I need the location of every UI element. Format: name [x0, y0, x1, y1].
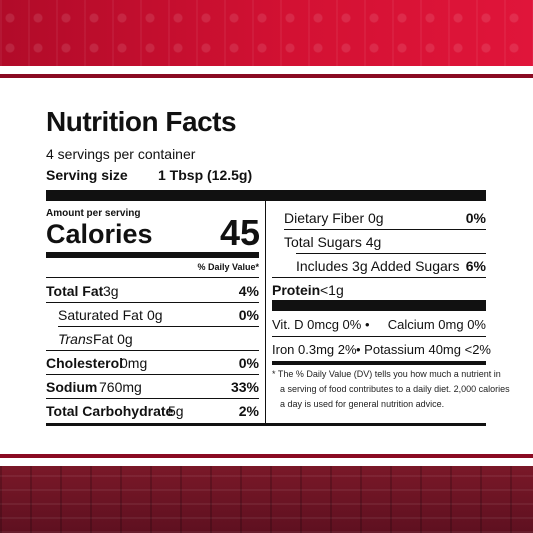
nutrient-name: Total Carbohydrate — [46, 403, 174, 419]
calories-label: Calories — [46, 219, 153, 249]
divider — [46, 302, 259, 303]
divider — [272, 336, 486, 337]
bottom-bar — [46, 423, 486, 426]
nutrient-amount: 0g — [147, 307, 163, 323]
servings-per-container: 4 servings per container — [46, 146, 196, 162]
nutrient-name: Cholesterol — [46, 355, 124, 371]
footnote-line-3: a day is used for general nutrition advi… — [280, 399, 445, 409]
calories-bar — [46, 252, 259, 258]
top-decorative-band — [0, 0, 533, 66]
thick-bar — [272, 300, 486, 311]
vitamin-left: Vit. D 0mcg 0% • — [272, 317, 370, 332]
nutrient-dv: 0% — [238, 307, 259, 323]
nutrient-amount: 760mg — [99, 379, 142, 395]
thick-bar — [46, 190, 486, 201]
serving-size-label: Serving size — [46, 167, 128, 183]
protein-label: Protein — [272, 282, 321, 298]
footnote-bar — [272, 361, 486, 365]
divider — [46, 350, 259, 351]
nutrient-amount: 5g — [168, 403, 184, 419]
nutrient-dv: 2% — [238, 403, 259, 419]
nutrient-amount: Fat 0g — [93, 331, 133, 347]
footnote-line-2: a serving of food contributes to a daily… — [280, 384, 510, 394]
calories-value: 45 — [219, 212, 260, 253]
nutrition-title: Nutrition Facts — [46, 106, 237, 137]
nutrient-name: Total Fat — [46, 283, 104, 299]
nutrient-name: Saturated Fat — [58, 307, 143, 323]
nutrient-text: Total Sugars 4g — [284, 234, 382, 250]
divider — [296, 253, 486, 254]
divider — [272, 277, 486, 278]
nutrient-amount: 3g — [103, 283, 119, 299]
amount-per-serving: Amount per serving — [46, 208, 141, 219]
footnote-line-1: * The % Daily Value (DV) tells you how m… — [272, 369, 501, 379]
divider — [46, 398, 259, 399]
nutrient-text: Includes 3g Added Sugars — [296, 258, 460, 274]
nutrient-dv: 6% — [465, 258, 486, 274]
nutrient-dv: 33% — [230, 379, 259, 395]
column-divider — [265, 201, 266, 423]
nutrient-dv: 0% — [238, 355, 259, 371]
serving-size-value: 1 Tbsp (12.5g) — [158, 167, 253, 183]
divider — [46, 374, 259, 375]
nutrient-name: Trans — [58, 331, 93, 347]
nutrient-name: Sodium — [46, 379, 98, 395]
bottom-decorative-band — [0, 466, 533, 533]
vitamin-right: • Potassium 40mg <2% — [356, 342, 491, 357]
vitamin-right: Calcium 0mg 0% — [387, 317, 486, 332]
protein-amount: <1g — [320, 282, 344, 298]
vitamin-left: Iron 0.3mg 2% — [272, 342, 357, 357]
nutrient-text: Dietary Fiber 0g — [284, 210, 384, 226]
nutrient-amount: 0mg — [120, 355, 148, 371]
divider — [46, 277, 259, 278]
daily-value-header: % Daily Value* — [197, 262, 259, 272]
nutrient-dv: 0% — [465, 210, 486, 226]
top-divider — [0, 74, 533, 78]
bottom-divider — [0, 454, 533, 458]
divider — [58, 326, 259, 327]
nutrient-dv: 4% — [238, 283, 259, 299]
divider — [284, 229, 486, 230]
